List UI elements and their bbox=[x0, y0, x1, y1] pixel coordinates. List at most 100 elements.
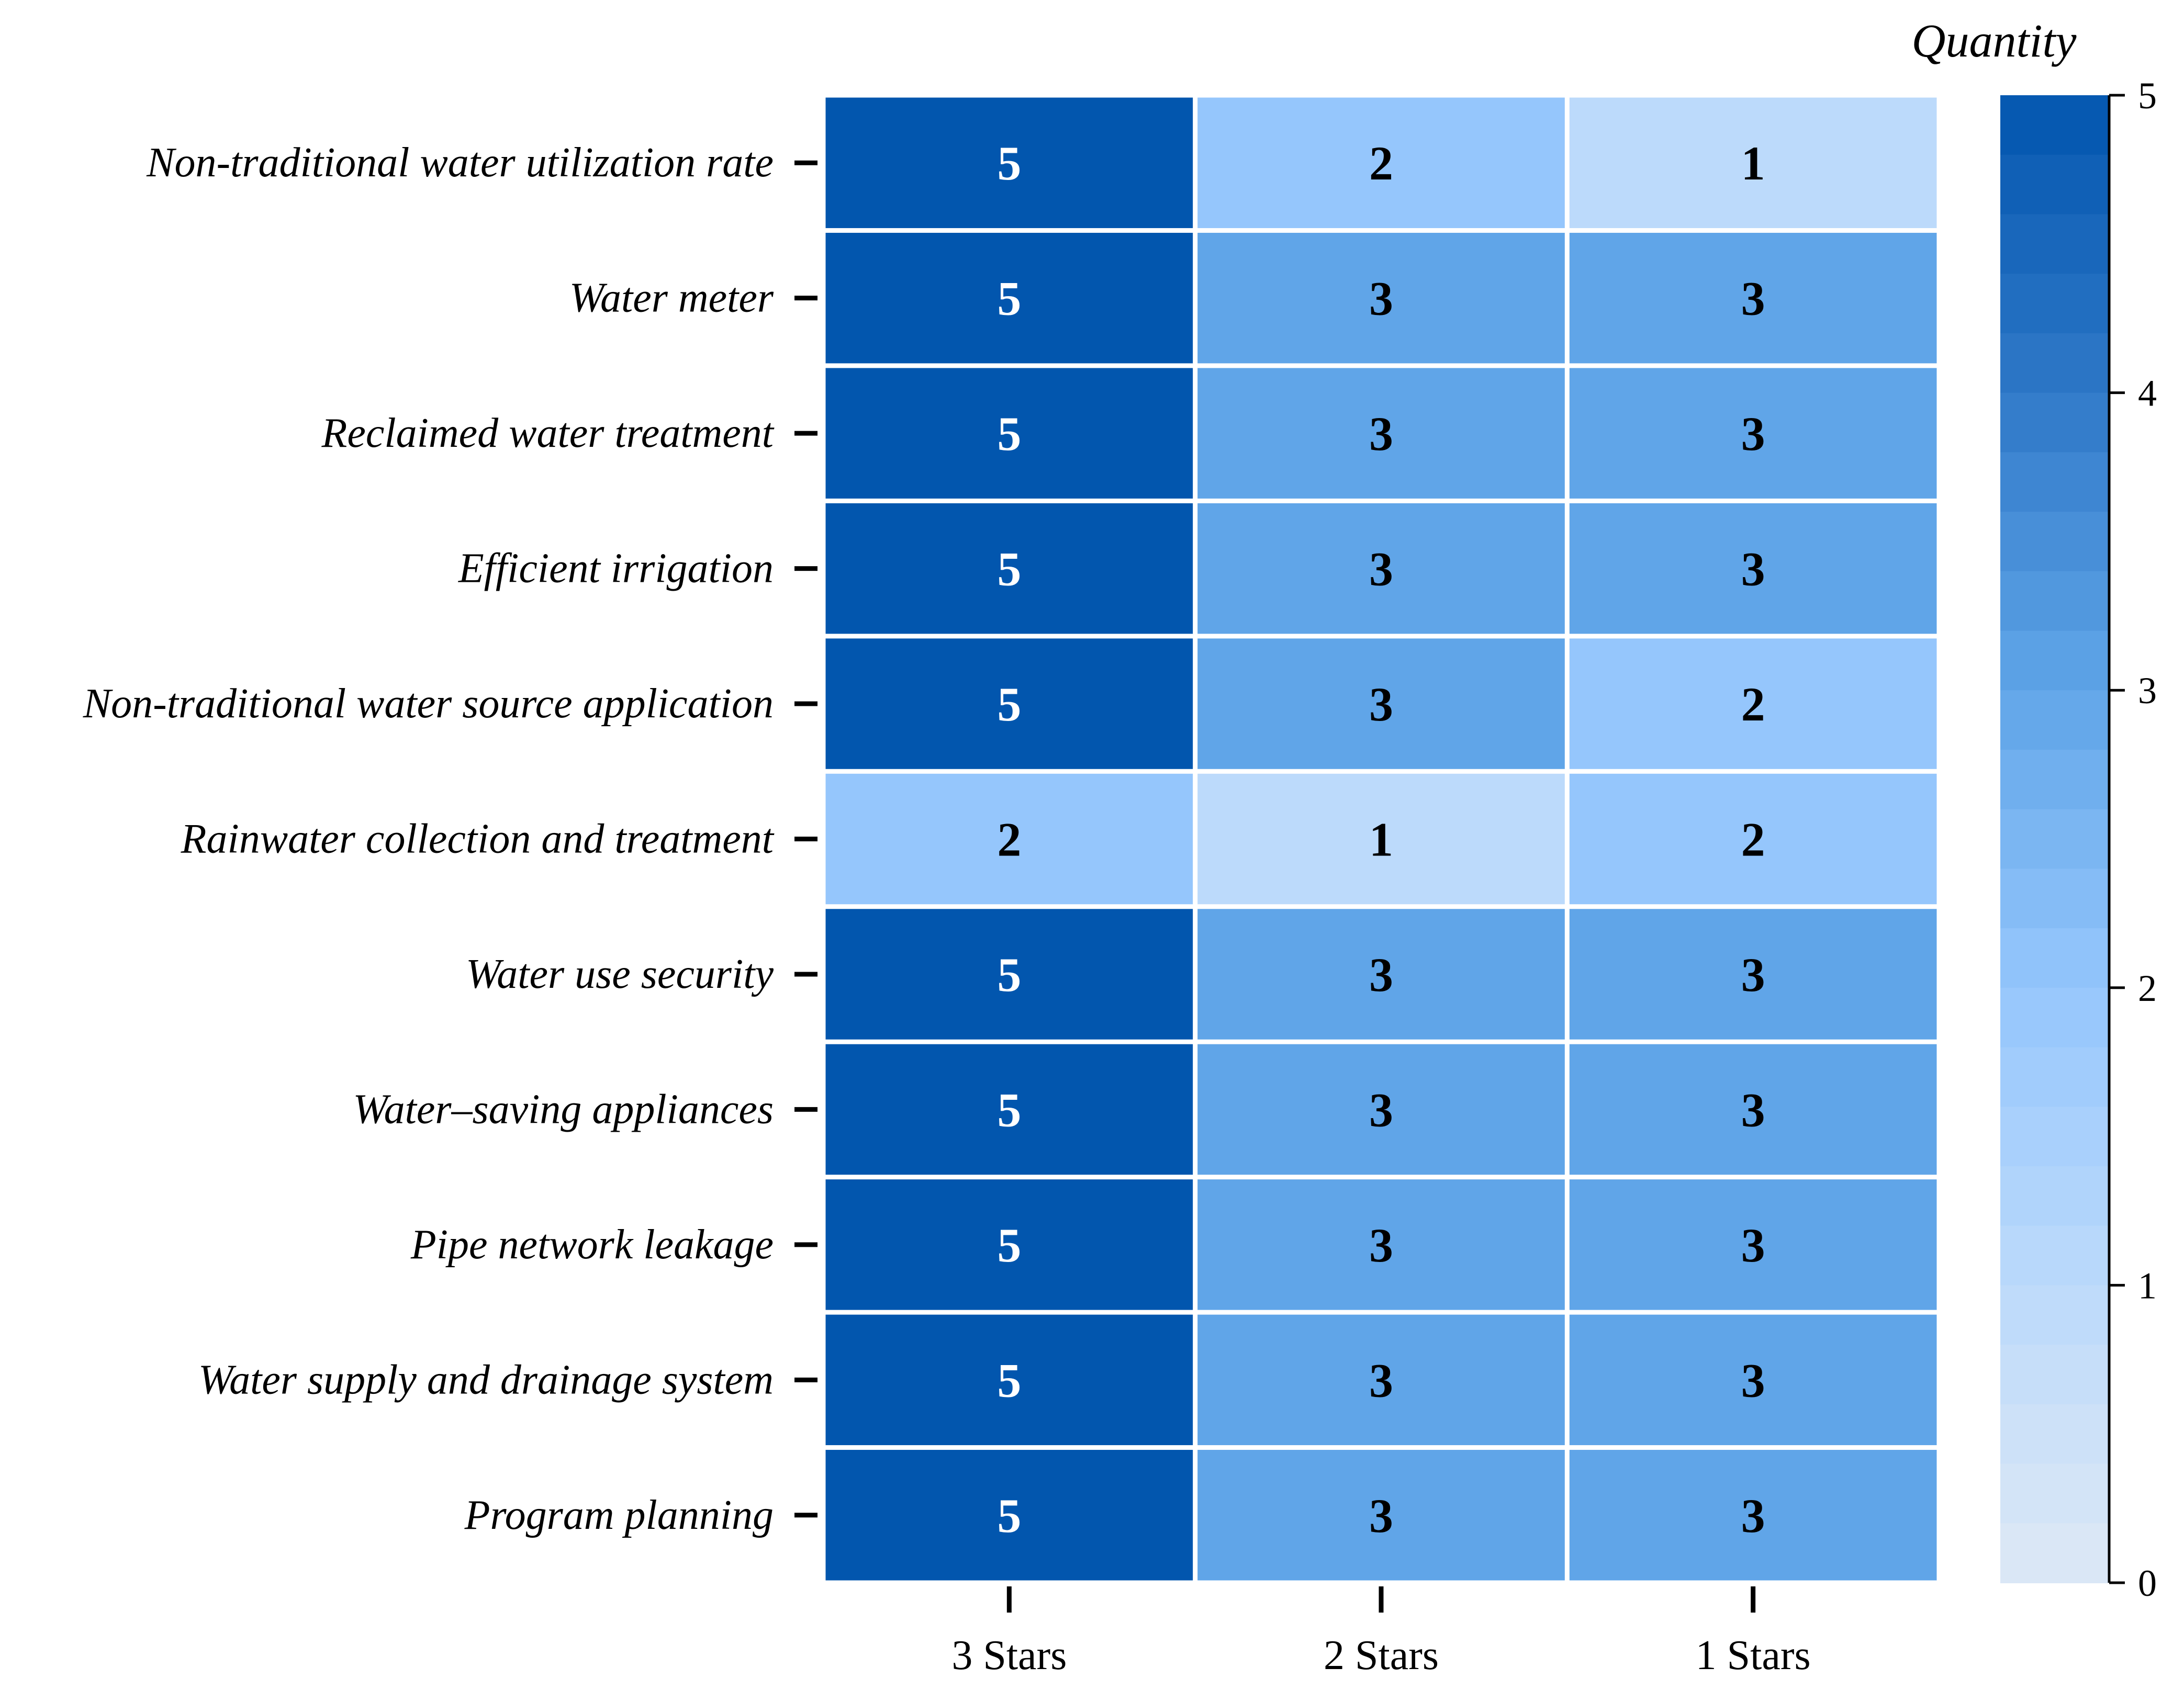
heatmap-cell bbox=[825, 97, 1193, 228]
column-label: 2 Stars bbox=[1324, 1632, 1439, 1678]
cell-value-label: 3 bbox=[1369, 1489, 1393, 1542]
colorbar-segment bbox=[2000, 690, 2109, 750]
colorbar-segment bbox=[2000, 1523, 2109, 1583]
heatmap-cell bbox=[825, 368, 1193, 499]
row-label: Water supply and drainage system bbox=[198, 1357, 774, 1403]
heatmap-cell bbox=[1569, 503, 1937, 634]
colorbar-tick-label: 3 bbox=[2138, 670, 2157, 712]
cell-value-label: 5 bbox=[997, 272, 1021, 325]
heatmap-cell bbox=[1197, 1450, 1565, 1581]
cell-value-label: 3 bbox=[1369, 1219, 1393, 1272]
heatmap-cells: 5 2 1 5 3 3 5 3 3 5 3 3 5 3 2 2 1 2 5 3 3 5 3 3 5 3 3 5 3 3 5 3 3 bbox=[825, 97, 1937, 1581]
colorbar-segment bbox=[2000, 274, 2109, 334]
row-label: Water meter bbox=[569, 275, 774, 321]
cell-value-label: 5 bbox=[997, 543, 1021, 596]
colorbar-segment bbox=[2000, 452, 2109, 513]
column-label: 3 Stars bbox=[951, 1632, 1067, 1678]
cell-value-label: 3 bbox=[1741, 543, 1765, 596]
colorbar-segment bbox=[2000, 512, 2109, 572]
colorbar-tick-label: 1 bbox=[2138, 1265, 2157, 1306]
heatmap-cell bbox=[1569, 97, 1937, 228]
cell-value-label: 5 bbox=[997, 1219, 1021, 1272]
heatmap-cell bbox=[1197, 909, 1565, 1040]
heatmap-cell bbox=[1569, 909, 1937, 1040]
colorbar-segment bbox=[2000, 749, 2109, 810]
heatmap-cell bbox=[825, 503, 1193, 634]
heatmap-cell bbox=[825, 1314, 1193, 1446]
row-labels: Non-traditional water utilization rate Wa… bbox=[83, 140, 817, 1538]
row-label: Non-traditional water utilization rate bbox=[146, 140, 774, 186]
cell-value-label: 1 bbox=[1741, 137, 1765, 190]
cell-value-label: 3 bbox=[1741, 948, 1765, 1001]
heatmap-cell bbox=[1569, 1450, 1937, 1581]
colorbar-segment bbox=[2000, 1166, 2109, 1226]
cell-value-label: 3 bbox=[1369, 1354, 1393, 1407]
cell-value-label: 5 bbox=[997, 948, 1021, 1001]
heatmap-cell bbox=[1197, 97, 1565, 228]
heatmap-cell bbox=[825, 909, 1193, 1040]
colorbar-title: Quantity bbox=[1912, 15, 2077, 67]
cell-value-label: 3 bbox=[1369, 678, 1393, 731]
heatmap-cell bbox=[1569, 368, 1937, 499]
heatmap-cell bbox=[1569, 232, 1937, 364]
cell-value-label: 1 bbox=[1369, 813, 1393, 866]
heatmap-cell bbox=[825, 1179, 1193, 1310]
heatmap-cell bbox=[1569, 773, 1937, 905]
cell-value-label: 2 bbox=[1741, 813, 1765, 866]
heatmap-cell bbox=[1197, 368, 1565, 499]
colorbar-segment bbox=[2000, 928, 2109, 988]
cell-value-label: 5 bbox=[997, 137, 1021, 190]
cell-value-label: 5 bbox=[997, 1083, 1021, 1136]
colorbar-tick-label: 4 bbox=[2138, 373, 2157, 414]
heatmap-cell bbox=[1197, 232, 1565, 364]
heatmap-cell bbox=[1197, 1044, 1565, 1175]
cell-value-label: 3 bbox=[1369, 1083, 1393, 1136]
cell-value-label: 2 bbox=[997, 813, 1021, 866]
cell-value-label: 3 bbox=[1741, 1489, 1765, 1542]
colorbar-segment bbox=[2000, 333, 2109, 393]
colorbar-tick-label: 0 bbox=[2138, 1562, 2157, 1604]
colorbar-segment bbox=[2000, 1107, 2109, 1167]
cell-value-label: 3 bbox=[1369, 407, 1393, 460]
heatmap-cell bbox=[1569, 1044, 1937, 1175]
colorbar-segment bbox=[2000, 809, 2109, 870]
cell-value-label: 3 bbox=[1369, 543, 1393, 596]
row-label: Program planning bbox=[464, 1492, 774, 1538]
row-label: Water–saving appliances bbox=[353, 1086, 774, 1132]
cell-value-label: 3 bbox=[1369, 272, 1393, 325]
heatmap-cell bbox=[1197, 773, 1565, 905]
row-label: Non-traditional water source application bbox=[83, 681, 774, 727]
heatmap-cell bbox=[825, 773, 1193, 905]
heatmap-cell bbox=[1197, 638, 1565, 769]
cell-value-label: 3 bbox=[1741, 272, 1765, 325]
cell-value-label: 3 bbox=[1741, 1083, 1765, 1136]
heatmap-cell bbox=[1197, 503, 1565, 634]
colorbar-segment bbox=[2000, 1345, 2109, 1405]
heatmap-cell bbox=[825, 638, 1193, 769]
cell-value-label: 5 bbox=[997, 407, 1021, 460]
cell-value-label: 3 bbox=[1741, 1219, 1765, 1272]
cell-value-label: 3 bbox=[1741, 407, 1765, 460]
cell-value-label: 5 bbox=[997, 678, 1021, 731]
colorbar: Quantity 0 1 2 3 4 5 bbox=[1912, 15, 2157, 1604]
colorbar-segment bbox=[2000, 154, 2109, 215]
colorbar-tick-label: 5 bbox=[2138, 75, 2157, 117]
row-label: Efficient irrigation bbox=[458, 546, 774, 592]
heatmap-cell bbox=[1197, 1314, 1565, 1446]
cell-value-label: 3 bbox=[1741, 1354, 1765, 1407]
colorbar-segment bbox=[2000, 1285, 2109, 1346]
cell-value-label: 2 bbox=[1369, 137, 1393, 190]
heatmap-cell bbox=[1197, 1179, 1565, 1310]
colorbar-segment bbox=[2000, 571, 2109, 632]
heatmap-cell bbox=[825, 1044, 1193, 1175]
row-label: Water use security bbox=[466, 951, 774, 997]
heatmap-cell bbox=[1569, 1179, 1937, 1310]
colorbar-segment bbox=[2000, 987, 2109, 1048]
cell-value-label: 5 bbox=[997, 1489, 1021, 1542]
column-label: 1 Stars bbox=[1696, 1632, 1811, 1678]
colorbar-segment bbox=[2000, 214, 2109, 275]
colorbar-segment bbox=[2000, 1047, 2109, 1108]
heatmap-cell bbox=[825, 232, 1193, 364]
colorbar-segment bbox=[2000, 1225, 2109, 1286]
colorbar-segment bbox=[2000, 392, 2109, 453]
